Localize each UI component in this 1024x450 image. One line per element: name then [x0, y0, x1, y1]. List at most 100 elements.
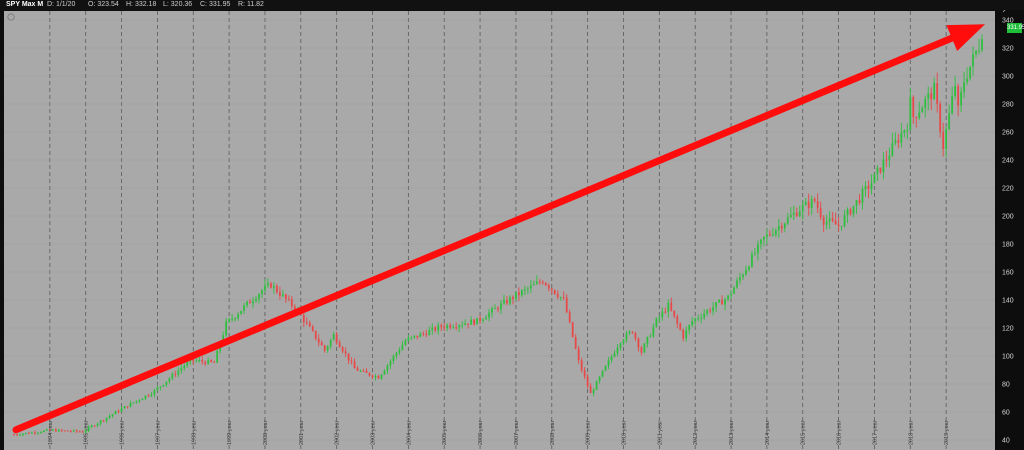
- candle-body: [281, 294, 284, 296]
- candle-body: [273, 285, 275, 288]
- candle-body: [75, 430, 78, 432]
- candle-body: [350, 360, 353, 362]
- candle-body: [861, 189, 864, 203]
- candle-body: [25, 432, 27, 434]
- candle-body: [509, 297, 511, 304]
- candle-body: [234, 318, 236, 320]
- candle-body: [523, 289, 526, 291]
- candle-body: [658, 317, 661, 319]
- candle-body: [308, 322, 311, 327]
- candle-body: [261, 290, 263, 295]
- candle-body: [37, 432, 39, 434]
- candle-body: [813, 198, 816, 202]
- candle-body: [697, 318, 700, 320]
- candle-body: [147, 395, 150, 397]
- candle-body: [598, 376, 601, 382]
- symbol-label[interactable]: SPY Max M: [6, 1, 44, 8]
- candle-body: [320, 342, 323, 346]
- candle-body: [455, 327, 458, 329]
- candle-body: [434, 327, 437, 331]
- candle-body: [628, 331, 631, 334]
- candle-body: [93, 425, 96, 427]
- candle-body: [255, 299, 257, 302]
- x-tick-label: 2015 year: [801, 420, 807, 445]
- candle-body: [225, 321, 228, 336]
- candle-body: [69, 431, 72, 433]
- x-tick-label: 2014 year: [765, 420, 771, 445]
- candle-body: [843, 215, 846, 226]
- candle-body: [673, 310, 676, 317]
- candle-body: [22, 433, 24, 435]
- candle-body: [601, 370, 604, 377]
- candle-body: [515, 292, 517, 299]
- candle-body: [467, 323, 470, 325]
- candle-body: [198, 360, 201, 362]
- candle-body: [66, 430, 69, 432]
- candle-body: [117, 411, 120, 413]
- candle-body: [171, 373, 174, 379]
- candle-body: [512, 297, 514, 299]
- candle-body: [63, 430, 66, 432]
- candle-body: [556, 293, 559, 298]
- candle-body: [622, 340, 625, 344]
- candle-body: [377, 376, 380, 379]
- candle-body: [141, 398, 144, 401]
- high-readout: H: 332.18: [126, 1, 157, 8]
- candle-body: [915, 117, 918, 119]
- candle-body: [664, 311, 667, 313]
- candle-body: [568, 312, 571, 323]
- candle-body: [186, 361, 189, 366]
- candle-body: [168, 378, 171, 382]
- candle-body: [825, 221, 828, 225]
- candle-body: [84, 430, 87, 433]
- candle-body: [302, 314, 305, 323]
- candle-body: [398, 349, 401, 353]
- candle-body: [150, 394, 153, 396]
- x-tick-label: 2008 year: [550, 420, 556, 445]
- candle-body: [506, 299, 508, 304]
- candle-body: [742, 274, 744, 278]
- candle-body: [287, 298, 290, 300]
- candle-body: [810, 198, 813, 209]
- candle-body: [240, 310, 242, 315]
- candle-body: [356, 368, 359, 371]
- candle-body: [237, 314, 239, 319]
- y-tick-label: 340: [1002, 18, 1014, 25]
- y-tick-label: 100: [1002, 354, 1014, 361]
- candle-body: [16, 434, 18, 436]
- candle-body: [326, 346, 329, 351]
- candle-body: [559, 297, 562, 299]
- candle-body: [470, 319, 473, 325]
- candle-body: [604, 365, 607, 371]
- candle-body: [751, 254, 753, 267]
- candle-body: [619, 343, 622, 348]
- candle-body: [846, 209, 849, 216]
- candle-body: [45, 429, 48, 431]
- candle-body: [765, 234, 768, 237]
- candle-body: [428, 330, 431, 336]
- candle-body: [807, 201, 810, 209]
- candle-body: [748, 266, 750, 270]
- candle-body: [709, 310, 712, 312]
- candle-body: [162, 384, 165, 387]
- candle-body: [777, 226, 780, 231]
- date-readout: D: 1/1/20: [47, 1, 76, 8]
- x-tick-label: 2011 year: [657, 421, 663, 445]
- candle-body: [780, 226, 783, 229]
- candle-body: [918, 112, 921, 119]
- candle-body: [57, 429, 60, 432]
- candle-body: [963, 82, 965, 92]
- candle-body: [960, 91, 962, 106]
- candle-body: [870, 183, 873, 190]
- candle-body: [111, 414, 114, 416]
- candle-body: [852, 205, 855, 215]
- y-tick-label: 240: [1002, 158, 1014, 165]
- candle-body: [972, 54, 974, 67]
- candle-body: [407, 337, 410, 341]
- candle-body: [99, 420, 102, 424]
- candle-body: [329, 339, 332, 347]
- close-readout: C: 331.95: [200, 1, 231, 8]
- candle-body: [792, 212, 795, 215]
- candle-body: [897, 140, 900, 143]
